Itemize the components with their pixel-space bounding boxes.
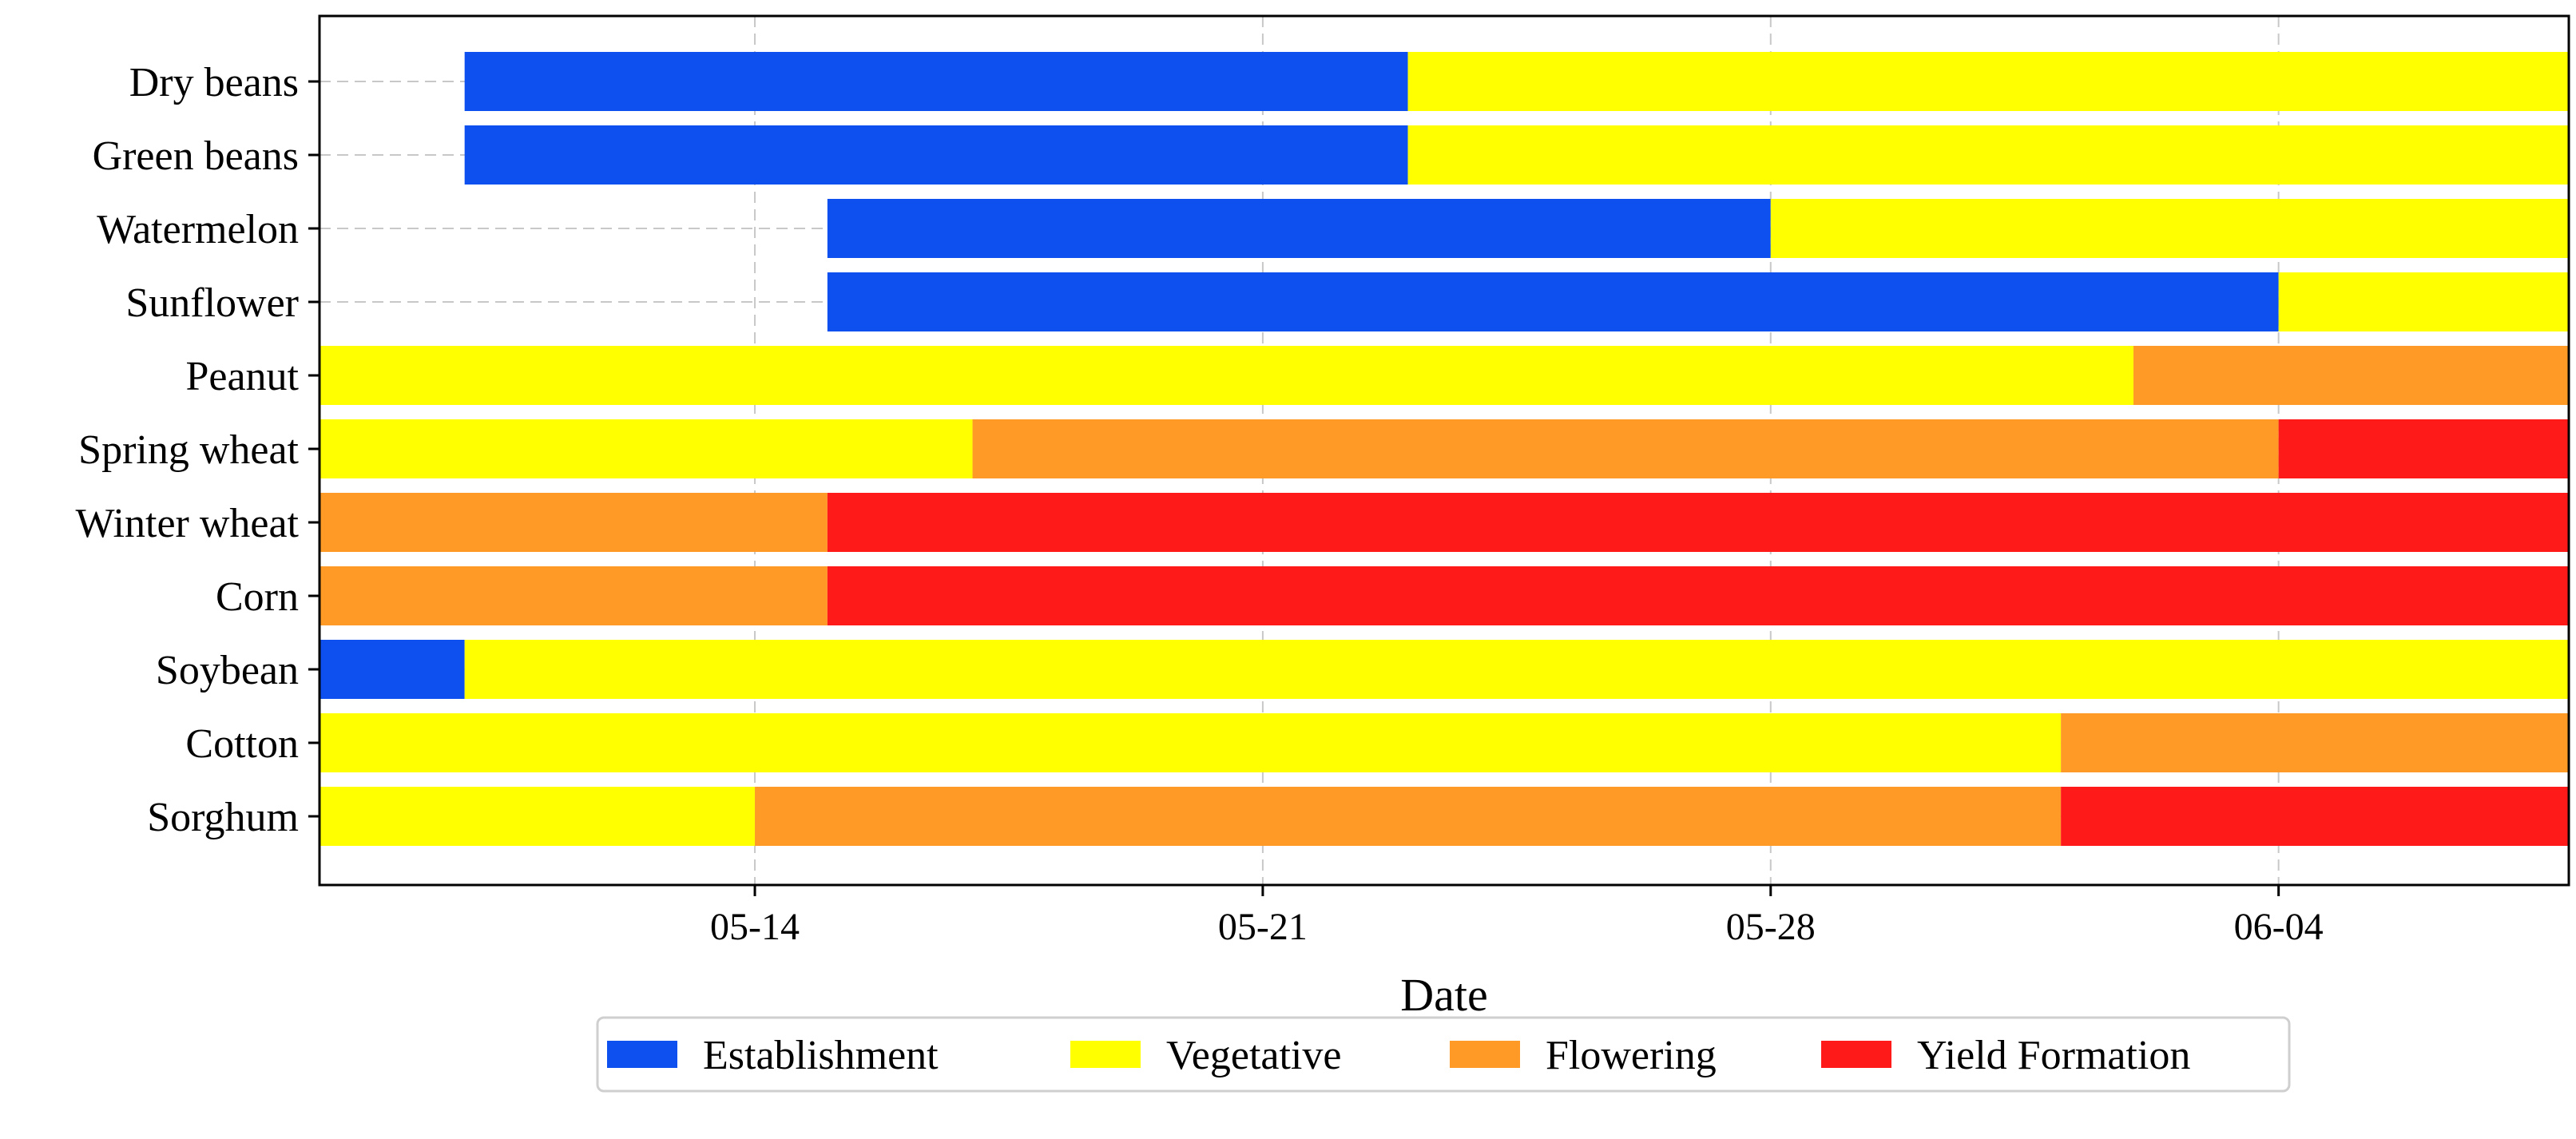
y-tick-label: Corn bbox=[216, 574, 299, 620]
bar-segment bbox=[320, 787, 756, 846]
bar-segment bbox=[320, 346, 2133, 405]
y-tick-label: Watermelon bbox=[97, 207, 299, 252]
y-tick-label: Green beans bbox=[93, 133, 299, 179]
legend-label: Flowering bbox=[1546, 1033, 1717, 1078]
bars bbox=[320, 52, 2569, 846]
bar-segment bbox=[1770, 199, 2569, 258]
bar-segment bbox=[827, 199, 1771, 258]
y-tick-label: Spring wheat bbox=[78, 427, 299, 473]
bar-segment bbox=[755, 787, 2062, 846]
bar-segment bbox=[320, 566, 828, 625]
bar-segment bbox=[2278, 272, 2569, 331]
legend-label: Establishment bbox=[703, 1033, 939, 1078]
y-tick-label: Peanut bbox=[185, 354, 299, 399]
y-tick-label: Cotton bbox=[185, 721, 299, 767]
y-tick-label: Dry beans bbox=[129, 60, 299, 105]
bar-segment bbox=[2133, 346, 2569, 405]
bar-segment bbox=[320, 419, 973, 478]
y-tick-label: Sorghum bbox=[147, 795, 299, 840]
legend-label: Vegetative bbox=[1166, 1033, 1341, 1078]
x-tick-label: 05-14 bbox=[710, 906, 800, 948]
legend-swatch bbox=[1450, 1041, 1520, 1068]
x-tick-label: 05-21 bbox=[1218, 906, 1308, 948]
y-tick-label: Soybean bbox=[156, 648, 299, 693]
bar-segment bbox=[320, 493, 828, 552]
bar-segment bbox=[1407, 125, 2569, 185]
bar-segment bbox=[972, 419, 2279, 478]
bar-segment bbox=[827, 493, 2569, 552]
bar-segment bbox=[2278, 419, 2569, 478]
bar-segment bbox=[1407, 52, 2569, 111]
plot-frame bbox=[318, 14, 2570, 887]
x-axis-label: Date bbox=[1400, 969, 1488, 1021]
legend-swatch bbox=[1070, 1041, 1141, 1068]
bar-segment bbox=[827, 566, 2569, 625]
bar-segment bbox=[2061, 787, 2569, 846]
bar-segment bbox=[320, 713, 2062, 772]
x-tick-label: 05-28 bbox=[1726, 906, 1816, 948]
bar-segment bbox=[464, 52, 1408, 111]
bar-segment bbox=[320, 640, 465, 699]
y-axis: Dry beans Green beans Watermelon Sunflower P… bbox=[76, 60, 320, 840]
x-tick-label: 06-04 bbox=[2234, 906, 2324, 948]
bar-segment bbox=[464, 640, 2569, 699]
legend: Establishment Vegetative Flowering Yield Fo… bbox=[596, 1016, 2291, 1093]
x-axis: 05-14 05-21 05-28 06-04 bbox=[710, 885, 2324, 948]
bar-segment bbox=[2061, 713, 2569, 772]
y-tick-label: Winter wheat bbox=[76, 501, 300, 546]
bar-segment bbox=[827, 272, 2279, 331]
bar-segment bbox=[464, 125, 1408, 185]
legend-swatch bbox=[607, 1041, 677, 1068]
y-tick-label: Sunflower bbox=[125, 280, 299, 326]
legend-label: Yield Formation bbox=[1917, 1033, 2190, 1078]
legend-swatch bbox=[1821, 1041, 1891, 1068]
legend-box bbox=[596, 1016, 2291, 1093]
